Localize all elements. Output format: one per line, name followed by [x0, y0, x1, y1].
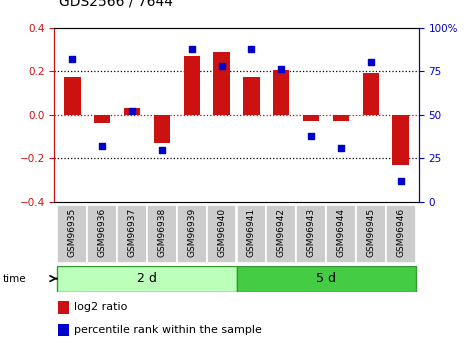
Point	[188, 46, 195, 51]
Text: GSM96945: GSM96945	[367, 208, 376, 257]
Point	[397, 178, 404, 184]
Point	[158, 147, 166, 152]
Text: 5 d: 5 d	[316, 272, 336, 285]
Text: percentile rank within the sample: percentile rank within the sample	[74, 325, 263, 335]
Point	[367, 60, 375, 65]
Text: GSM96940: GSM96940	[217, 208, 226, 257]
Bar	[243, 77, 260, 115]
Text: GSM96943: GSM96943	[307, 208, 315, 257]
Text: GSM96937: GSM96937	[128, 208, 137, 257]
Bar	[296, 205, 326, 263]
Bar	[64, 77, 80, 115]
Bar	[393, 115, 409, 165]
Text: GSM96941: GSM96941	[247, 208, 256, 257]
Bar	[207, 205, 236, 263]
Bar	[326, 205, 356, 263]
Bar	[273, 70, 289, 115]
Bar	[124, 108, 140, 115]
Point	[307, 133, 315, 138]
Bar	[57, 266, 236, 292]
Text: GSM96944: GSM96944	[336, 208, 345, 257]
Bar	[303, 115, 319, 121]
Point	[278, 67, 285, 72]
Bar	[57, 205, 87, 263]
Point	[128, 108, 136, 114]
Bar	[236, 266, 416, 292]
Bar	[88, 205, 117, 263]
Bar	[154, 115, 170, 143]
Text: GSM96942: GSM96942	[277, 208, 286, 257]
Text: 2 d: 2 d	[137, 272, 157, 285]
Bar	[117, 205, 147, 263]
Text: GSM96935: GSM96935	[68, 208, 77, 257]
Bar	[236, 205, 266, 263]
Bar	[58, 301, 69, 314]
Bar	[266, 205, 296, 263]
Bar	[177, 205, 207, 263]
Text: GSM96936: GSM96936	[97, 208, 106, 257]
Bar	[213, 51, 230, 115]
Bar	[94, 115, 110, 124]
Bar	[333, 115, 349, 121]
Point	[337, 145, 345, 150]
Text: log2 ratio: log2 ratio	[74, 303, 128, 313]
Text: GSM96939: GSM96939	[187, 208, 196, 257]
Text: time: time	[2, 274, 26, 284]
Point	[98, 143, 106, 149]
Point	[69, 56, 76, 62]
Bar	[356, 205, 385, 263]
Point	[248, 46, 255, 51]
Text: GDS2566 / 7644: GDS2566 / 7644	[59, 0, 173, 9]
Bar	[58, 324, 69, 336]
Bar	[386, 205, 416, 263]
Point	[218, 63, 225, 69]
Text: GSM96946: GSM96946	[396, 208, 405, 257]
Bar	[363, 73, 379, 115]
Bar	[184, 56, 200, 115]
Bar	[147, 205, 177, 263]
Text: GSM96938: GSM96938	[158, 208, 166, 257]
